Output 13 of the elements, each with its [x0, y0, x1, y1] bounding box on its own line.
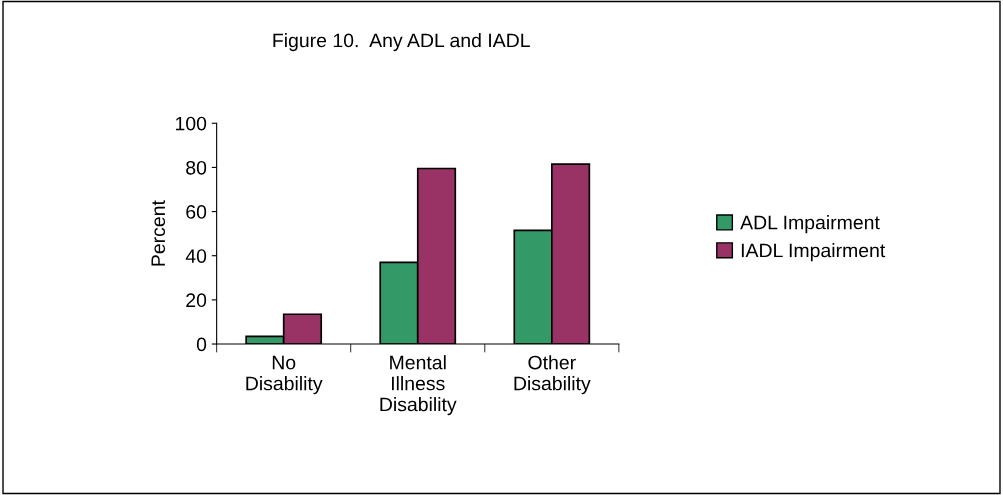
y-tick-label: 20	[186, 293, 207, 308]
x-tick-label: Mental Illness Disability	[380, 355, 457, 416]
y-tick-label: 40	[185, 249, 207, 263]
y-tick-label: 80	[186, 160, 207, 175]
x-tick-label: No Disability	[246, 355, 323, 395]
chart-title: Figure 10. Any ADL and IADL	[273, 33, 530, 52]
legend-label: ADL Impairment	[740, 215, 880, 234]
y-tick-label: 60	[186, 205, 207, 219]
y-tick-label: 0	[196, 337, 207, 352]
y-axis-title: Percent	[151, 200, 166, 266]
y-tick-label: 100	[175, 116, 207, 131]
legend-label: IADL Impairment	[741, 243, 886, 262]
x-tick-label: Other Disability	[514, 355, 591, 395]
